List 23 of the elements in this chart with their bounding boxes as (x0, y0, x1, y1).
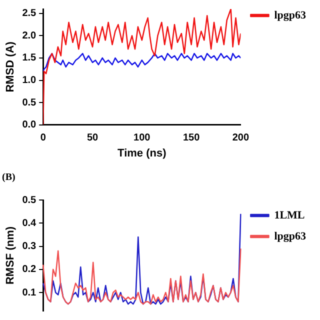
x-tick-label: 50 (86, 132, 98, 144)
legend-label: lpgp63 (274, 230, 306, 242)
text: (B) (2, 172, 16, 183)
y-tick-label: 0.4 (22, 218, 37, 229)
x-axis-title: Time (ns) (118, 147, 167, 160)
y-tick-label: 1.0 (22, 75, 37, 86)
y-tick-label: 0.3 (22, 241, 37, 252)
legend-label: 1LML (274, 209, 305, 222)
y-tick-label: 0.5 (22, 194, 37, 206)
y-tick-label: 0.1 (22, 287, 37, 298)
y-tick-label: 2.0 (22, 30, 37, 42)
x-tick-label: 100 (134, 132, 151, 144)
x-tick-label: 0 (40, 132, 46, 144)
y-tick-label: 1.5 (22, 52, 37, 64)
legend-label: lpgp63 (274, 9, 306, 22)
y-axis-title: RMSF (nm) (4, 226, 17, 285)
x-tick-label: 150 (182, 132, 200, 144)
y-tick-label: 0.0 (22, 120, 37, 131)
y-tick-label: 0.5 (22, 97, 37, 108)
x-tick-label: 200 (232, 132, 250, 144)
y-tick-label: 2.5 (22, 8, 37, 20)
y-axis-title: RMSD (A) (4, 41, 17, 92)
y-tick-label: 0.2 (22, 264, 37, 276)
